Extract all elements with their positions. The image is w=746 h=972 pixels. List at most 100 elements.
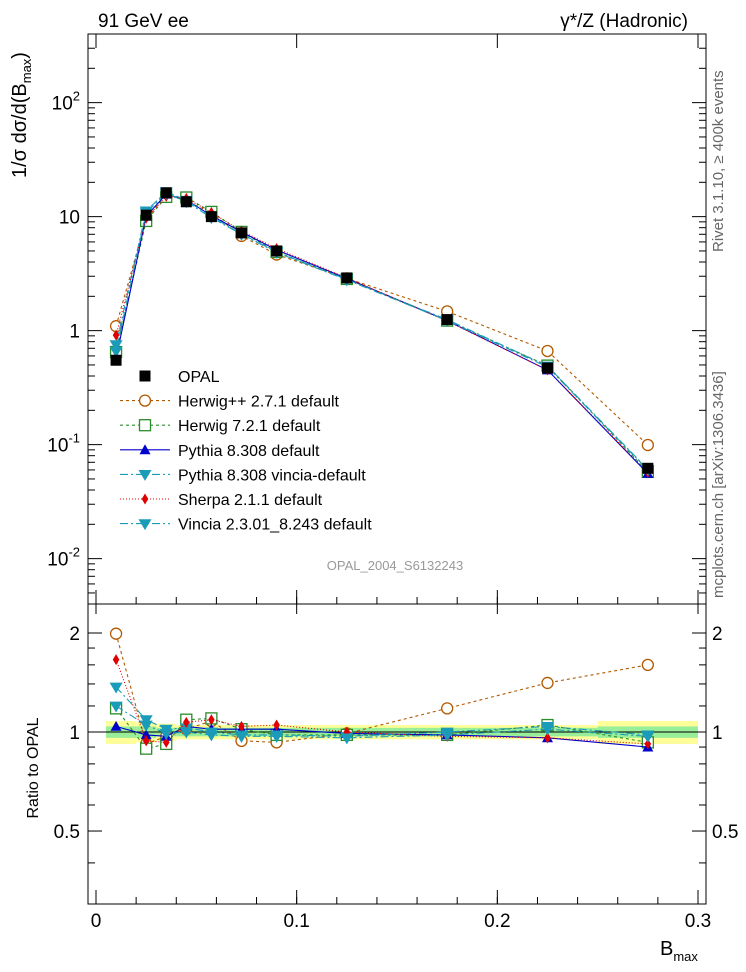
series-ratio-4 bbox=[112, 654, 652, 750]
header-left: 91 GeV ee bbox=[98, 11, 189, 32]
data-point bbox=[642, 462, 654, 474]
legend-label: Pythia 8.308 default bbox=[178, 443, 320, 460]
data-point bbox=[140, 209, 152, 221]
y-tick-label: 1 bbox=[69, 322, 80, 343]
data-point bbox=[441, 314, 453, 326]
legend-marker bbox=[138, 519, 152, 531]
series-point bbox=[541, 344, 554, 358]
data-point bbox=[235, 227, 247, 239]
ratio-point bbox=[440, 730, 454, 742]
ratio-point bbox=[204, 730, 218, 742]
ratio-point bbox=[340, 733, 354, 745]
x-tick-label: 0 bbox=[91, 911, 102, 932]
ratio-point bbox=[159, 729, 173, 740]
ratio-tick-label: 2 bbox=[69, 624, 80, 645]
legend-entry-3: Pythia 8.308 vincia-default bbox=[120, 467, 366, 484]
data-point bbox=[110, 354, 122, 366]
series-main-data bbox=[110, 187, 654, 474]
y-tick-label: 10 bbox=[59, 208, 80, 229]
series-main-0 bbox=[109, 188, 654, 452]
side-mcplots: mcplots.cern.ch [arXiv:1306.3436] bbox=[710, 371, 727, 598]
data-point bbox=[205, 211, 217, 223]
ratio-tick-label: 0.5 bbox=[54, 822, 80, 843]
ratio-point bbox=[273, 719, 280, 731]
y-tick-label: 10-2 bbox=[47, 545, 80, 571]
legend-marker bbox=[138, 394, 152, 407]
ratio-point bbox=[183, 716, 190, 728]
ratio-point bbox=[234, 731, 248, 743]
series-point bbox=[641, 438, 654, 452]
data-point bbox=[271, 245, 283, 257]
ratio-series bbox=[109, 627, 655, 755]
legend-label: Herwig 7.2.1 default bbox=[178, 418, 321, 435]
legend-entry-1: Herwig 7.2.1 default bbox=[120, 418, 321, 435]
ratio-tick-label-right: 2 bbox=[712, 624, 723, 645]
ratio-point bbox=[270, 731, 284, 743]
legend-marker bbox=[139, 370, 151, 382]
y-tick-label: 102 bbox=[52, 89, 80, 115]
series-point bbox=[112, 329, 120, 341]
legend-label: Vincia 2.3.01_8.243 default bbox=[178, 517, 372, 534]
ratio-point bbox=[179, 727, 193, 739]
ratio-point bbox=[208, 714, 215, 726]
ratio-point bbox=[641, 731, 655, 743]
legend-entry-data: OPAL bbox=[139, 369, 220, 386]
ratio-point bbox=[109, 701, 123, 713]
ratio-line bbox=[115, 686, 648, 737]
header-right: γ*/Z (Hadronic) bbox=[560, 11, 688, 32]
legend-entry-0: Herwig++ 2.7.1 default bbox=[120, 394, 340, 411]
main-series bbox=[109, 187, 655, 479]
x-tick-label: 0.2 bbox=[484, 911, 510, 932]
x-axis-label: Bmax bbox=[660, 938, 698, 964]
legend-label: Herwig++ 2.7.1 default bbox=[178, 394, 340, 411]
ratio-point bbox=[112, 654, 120, 666]
legend-entry-5: Vincia 2.3.01_8.243 default bbox=[120, 517, 372, 534]
ratio-plot-frame bbox=[87, 603, 707, 905]
ratio-line bbox=[115, 633, 648, 745]
ratio-point bbox=[541, 724, 554, 736]
series-ratio-5 bbox=[109, 701, 655, 745]
ratio-point bbox=[544, 732, 551, 744]
main-y-label: 1/σ dσ/d(Bmax) bbox=[9, 52, 34, 178]
legend-marker bbox=[141, 493, 149, 505]
data-point bbox=[160, 187, 172, 199]
ratio-point bbox=[238, 720, 245, 732]
legend-marker bbox=[138, 419, 152, 432]
series-point bbox=[109, 340, 123, 352]
axes: 0 0.1 0.2 0.3 10-2 10-1 1 10 102 0.5 0.5 1 1 2 2 bbox=[47, 33, 738, 932]
ratio-point bbox=[109, 682, 123, 694]
data-point bbox=[180, 196, 192, 208]
ratio-y-label: Ratio to OPAL bbox=[25, 717, 42, 818]
x-tick-label: 0.3 bbox=[685, 911, 711, 932]
ratio-point bbox=[162, 736, 170, 748]
ratio-tick-label-right: 0.5 bbox=[712, 822, 738, 843]
ratio-point bbox=[142, 735, 150, 747]
ratio-point bbox=[110, 720, 122, 731]
legend-label: Pythia 8.308 vincia-default bbox=[178, 467, 366, 484]
ratio-point bbox=[109, 627, 123, 640]
ratio-point bbox=[441, 702, 454, 715]
ratio-point bbox=[541, 676, 554, 690]
ratio-point bbox=[139, 720, 153, 732]
ratio-tick-label: 1 bbox=[69, 723, 80, 744]
legend-label: OPAL bbox=[178, 369, 220, 386]
ratio-point bbox=[140, 729, 152, 740]
ratio-point bbox=[641, 658, 654, 672]
svg-text:Bmax: Bmax bbox=[660, 938, 698, 964]
legend: OPAL Herwig++ 2.7.1 default Herwig 7.2.1 d… bbox=[120, 369, 372, 534]
legend-label: Sherpa 2.1.1 default bbox=[178, 492, 323, 509]
svg-text:1/σ dσ/d(Bmax): 1/σ dσ/d(Bmax) bbox=[9, 52, 34, 178]
ylabel-main-text: 1/σ dσ/d(B bbox=[9, 83, 31, 178]
x-tick-label: 0.1 bbox=[283, 911, 309, 932]
side-rivet: Rivet 3.1.10, ≥ 400k events bbox=[710, 70, 727, 252]
legend-marker bbox=[139, 444, 151, 455]
legend-entry-2: Pythia 8.308 default bbox=[120, 443, 320, 460]
series-line bbox=[115, 192, 649, 471]
data-point bbox=[542, 362, 553, 374]
legend-entry-4: Sherpa 2.1.1 default bbox=[120, 492, 323, 509]
y-tick-label: 10-1 bbox=[47, 431, 80, 457]
series-point bbox=[109, 346, 123, 358]
analysis-label: OPAL_2004_S6132243 bbox=[327, 558, 463, 573]
legend-marker bbox=[138, 470, 152, 481]
